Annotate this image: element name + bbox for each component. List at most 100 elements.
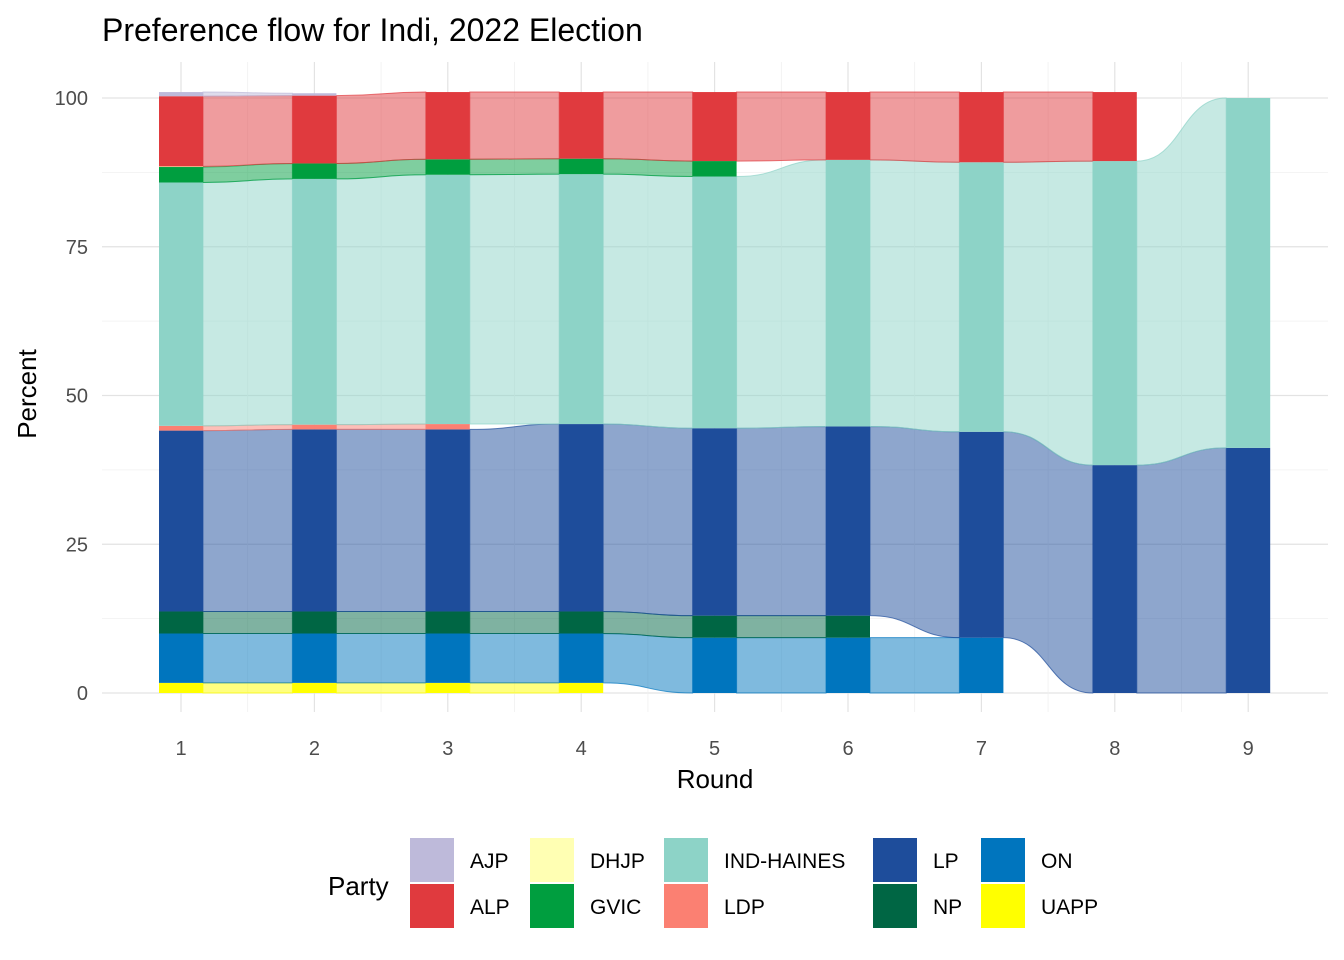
flow-ribbon-lp xyxy=(469,423,560,612)
flow-ribbon-on xyxy=(869,637,960,694)
flow-ribbon-np xyxy=(469,610,560,635)
bar-segment-lp xyxy=(959,431,1004,638)
bar-segment-alp xyxy=(826,92,870,160)
flow-ribbon-lp xyxy=(736,425,827,617)
flow-ribbon-np xyxy=(736,615,827,639)
bar-segment-alp xyxy=(692,92,737,162)
legend-label-ldp: LDP xyxy=(724,896,765,919)
bar-segment-uapp xyxy=(559,682,604,693)
bar-segment-alp xyxy=(292,95,337,164)
legend-key-ajp xyxy=(410,838,454,882)
bar-segment-ind-haines xyxy=(1092,161,1137,466)
bar-segment-lp xyxy=(1226,447,1271,693)
flow-ribbon-np xyxy=(335,610,427,635)
flow-ribbon-alp xyxy=(335,91,427,164)
bar-segment-alp xyxy=(425,92,470,160)
bar-segment-uapp xyxy=(292,682,337,693)
axis-ticks: 0 25 50 75 100 1 2 3 4 5 6 7 8 9 xyxy=(55,88,1254,760)
flow-ribbon-ind-haines xyxy=(202,178,293,427)
legend-label-on: ON xyxy=(1041,850,1073,873)
bar-segment-uapp xyxy=(425,682,470,693)
flow-ribbon-ind-haines xyxy=(1136,97,1227,466)
x-tick-label: 4 xyxy=(576,738,587,760)
flow-ribbon-ind-haines xyxy=(869,159,960,433)
x-tick-label: 9 xyxy=(1243,738,1254,760)
flow-ribbon-ind-haines xyxy=(602,173,694,429)
bar-segment-ind-haines xyxy=(692,176,737,429)
bar-segment-dhjp xyxy=(159,166,203,168)
legend-key-dhjp xyxy=(530,838,574,882)
bar-segment-on xyxy=(692,637,737,693)
flow-ribbon-lp xyxy=(869,425,960,639)
bar-segment-alp xyxy=(959,92,1004,163)
flow-ribbons xyxy=(202,91,1227,694)
legend-key-on xyxy=(981,838,1025,882)
legend-label-np: NP xyxy=(933,896,962,919)
legend-label-ind-haines: IND-HAINES xyxy=(724,850,845,873)
legend-label-dhjp: DHJP xyxy=(590,850,645,873)
flow-ribbon-alp xyxy=(1002,91,1094,163)
bar-segment-on xyxy=(159,633,203,683)
bar-segment-ldp xyxy=(292,424,337,430)
bar-segment-lp xyxy=(1092,465,1137,693)
y-tick-label: 25 xyxy=(66,534,88,556)
bar-segment-ldp xyxy=(159,425,203,431)
bar-segment-gvic xyxy=(559,158,604,175)
bar-segment-lp xyxy=(559,424,604,612)
flow-ribbon-ind-haines xyxy=(736,159,827,429)
bar-segment-ldp xyxy=(425,424,470,430)
flow-ribbon-on xyxy=(335,632,427,684)
flow-ribbon-ind-haines xyxy=(335,174,427,426)
bar-segment-on xyxy=(959,637,1004,693)
flow-ribbon-alp xyxy=(202,95,293,167)
bar-segment-lp xyxy=(692,428,737,616)
bar-segment-gvic xyxy=(692,161,737,177)
bar-segment-np xyxy=(425,611,470,634)
bar-segment-lp xyxy=(292,429,337,612)
flow-ribbon-lp xyxy=(1136,447,1227,694)
legend-key-ldp xyxy=(664,884,708,928)
y-tick-label: 75 xyxy=(66,237,88,259)
x-tick-label: 2 xyxy=(309,738,320,760)
flow-ribbon-on xyxy=(202,632,293,684)
round-bars xyxy=(159,92,1271,693)
bar-segment-lp xyxy=(159,430,203,612)
legend-key-np xyxy=(873,884,917,928)
bar-segment-on xyxy=(559,633,604,683)
bar-segment-ind-haines xyxy=(559,174,604,425)
bar-segment-ind-haines xyxy=(959,162,1004,432)
bar-segment-ind-haines xyxy=(159,182,203,426)
bar-segment-gvic xyxy=(159,167,203,183)
bar-segment-on xyxy=(826,637,870,693)
flow-ribbon-alp xyxy=(602,91,694,162)
bar-segment-lp xyxy=(425,429,470,612)
bar-segment-ind-haines xyxy=(1226,98,1271,448)
bar-segment-ajp xyxy=(159,92,203,97)
x-tick-label: 1 xyxy=(175,738,186,760)
bar-segment-np xyxy=(292,611,337,634)
flow-ribbon-on xyxy=(469,632,560,684)
y-tick-label: 100 xyxy=(55,88,88,110)
x-tick-label: 8 xyxy=(1109,738,1120,760)
flow-ribbon-uapp xyxy=(469,682,560,694)
legend-label-lp: LP xyxy=(933,850,959,873)
flow-ribbon-on xyxy=(602,632,694,694)
flow-ribbon-ind-haines xyxy=(1002,160,1094,466)
flow-ribbon-alp xyxy=(469,91,560,160)
legend-key-lp xyxy=(873,838,917,882)
flow-ribbon-gvic xyxy=(469,158,560,176)
flow-ribbon-lp xyxy=(335,428,427,612)
legend-key-ind-haines xyxy=(664,838,708,882)
bar-segment-np xyxy=(692,615,737,638)
bar-segment-gvic xyxy=(425,159,470,175)
bar-segment-np xyxy=(559,611,604,634)
flow-ribbon-np xyxy=(202,610,293,635)
legend-label-uapp: UAPP xyxy=(1041,896,1098,919)
flow-ribbon-uapp xyxy=(335,682,427,694)
x-tick-label: 6 xyxy=(842,738,853,760)
x-tick-label: 3 xyxy=(442,738,453,760)
legend-key-uapp xyxy=(981,884,1025,928)
bar-segment-ind-haines xyxy=(826,159,870,427)
legend-label-ajp: AJP xyxy=(470,850,509,873)
